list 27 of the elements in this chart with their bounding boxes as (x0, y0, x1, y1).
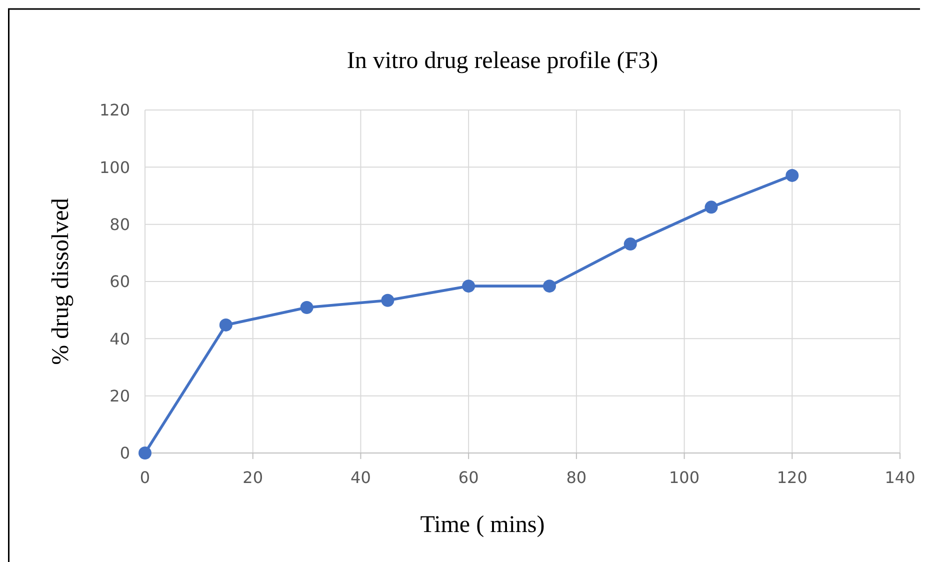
y-tick-label: 20 (110, 386, 130, 406)
y-tick-label: 80 (110, 214, 130, 234)
y-tick-label: 0 (120, 444, 130, 463)
x-tick-label: 0 (140, 468, 150, 487)
x-tick-label: 20 (242, 468, 264, 487)
x-tick-label: 140 (884, 468, 916, 487)
x-tick-label: 120 (776, 468, 808, 487)
x-tick-label: 100 (669, 468, 700, 487)
x-tick-label: 60 (458, 468, 479, 487)
point (624, 238, 637, 251)
point (542, 280, 556, 293)
point (381, 294, 394, 307)
point (219, 318, 232, 332)
y-tick-label: 40 (110, 329, 130, 348)
point (704, 200, 718, 214)
y-axis-title: % drug dissolved (48, 198, 74, 365)
x-axis-title: Time ( mins) (420, 512, 545, 538)
y-tick-label: 60 (110, 272, 130, 292)
point (786, 168, 799, 182)
point (138, 446, 152, 460)
x-tick-label: 80 (566, 468, 587, 487)
point (300, 301, 314, 314)
y-tick-label: 100 (99, 158, 130, 177)
x-tick-label: 40 (350, 468, 371, 487)
y-tick-label: 120 (99, 100, 130, 120)
chart-title: In vitro drug release profile (F3) (346, 48, 658, 74)
point (462, 280, 476, 293)
